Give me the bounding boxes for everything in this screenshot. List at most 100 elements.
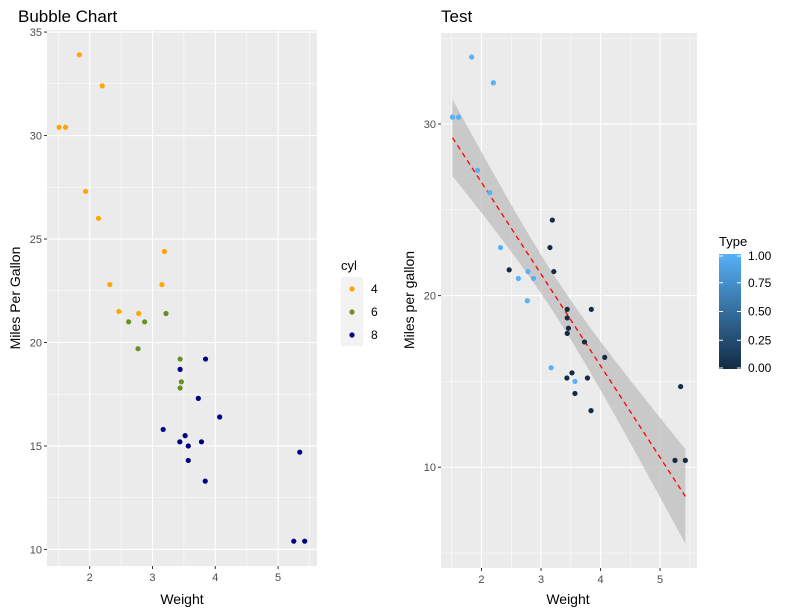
data-point [564,375,570,381]
chart-title-left: Bubble Chart [18,7,118,26]
plot-panel [47,30,317,566]
data-point [588,306,594,312]
colorbar-label: 0.00 [748,361,772,375]
data-point [564,306,570,312]
legend-title-type: Type [719,234,747,249]
colorbar-label: 1.00 [748,249,772,263]
x-tick-label: 4 [212,572,218,584]
y-axis-title-left: Miles Per Gallon [7,247,23,350]
y-tick-label: 30 [424,119,436,131]
data-point [297,449,303,455]
legend-label: 4 [371,282,378,296]
y-tick-label: 20 [424,291,436,303]
y-tick-label: 20 [30,337,42,349]
data-point [672,457,678,463]
data-point [116,308,122,315]
data-point [142,319,148,325]
data-point [177,385,183,391]
colorbar-label: 0.25 [748,333,772,347]
x-tick-label: 2 [478,574,484,586]
data-point [682,457,688,463]
y-tick-label: 25 [30,234,42,246]
y-tick-label: 30 [30,131,42,143]
legend-title-cyl: cyl [341,258,357,273]
data-point [490,80,496,86]
data-point [160,426,166,433]
data-point [572,390,578,397]
data-point [487,190,493,196]
legend-key-point [349,332,355,338]
x-tick-label: 5 [275,572,281,584]
legend-key-point [349,309,355,315]
data-point [475,167,481,173]
data-point [185,443,191,449]
data-point [107,281,113,288]
data-point [581,339,588,345]
data-point [99,83,105,89]
legend-label: 8 [371,328,378,342]
data-point [678,383,684,390]
data-point [497,244,504,251]
data-point [449,114,456,120]
data-point [136,310,142,317]
legend-key-point [349,286,355,292]
x-tick-label: 3 [538,574,544,586]
data-point [564,330,570,336]
data-point [217,414,223,420]
data-point [163,310,169,317]
data-point [515,275,521,282]
data-point [548,365,554,371]
data-point [525,268,531,275]
x-tick-label: 4 [597,574,603,586]
y-tick-label: 10 [424,462,436,474]
data-point [56,124,62,130]
data-point [182,433,188,439]
data-point [161,248,168,255]
data-point [126,319,132,325]
data-point [455,114,462,120]
data-point [83,188,89,195]
y-tick-label: 15 [30,441,42,453]
legend-cyl: cyl 4 6 8 [341,258,378,346]
chart-title-right: Test [441,7,472,26]
data-point [584,375,591,381]
data-point [588,408,594,414]
data-point [178,379,184,385]
data-point [547,244,553,251]
data-point [506,267,512,273]
data-point [291,538,297,544]
x-axis-title-left: Weight [160,591,203,607]
x-tick-label: 3 [149,572,155,584]
data-point [135,346,141,352]
x-tick-label: 5 [657,574,663,586]
data-point [198,439,205,445]
y-axis-title-right: Miles per gallon [401,251,417,349]
data-point [95,215,102,221]
confidence-band [452,99,686,544]
data-point [62,124,69,130]
data-point [185,457,191,464]
x-axis-title-right: Weight [546,591,589,607]
data-point [524,298,530,304]
data-point [76,52,82,58]
colorbar [719,254,741,369]
data-point [551,268,557,275]
data-point [177,356,183,362]
data-point [549,217,555,223]
data-point [469,54,475,60]
legend-label: 6 [371,305,378,319]
data-point [564,315,570,321]
data-point [159,281,165,288]
data-point [565,325,572,331]
x-tick-label: 2 [87,572,93,584]
colorbar-label: 0.75 [748,276,772,290]
data-point [569,370,575,376]
data-point [177,439,183,445]
data-point [202,356,209,362]
data-point [202,478,208,484]
data-point [177,366,183,372]
colorbar-label: 0.50 [748,305,772,319]
y-tick-label: 35 [30,27,42,39]
legend-type: Type 0.00 0.25 0.50 0.75 1.00 [719,234,772,375]
